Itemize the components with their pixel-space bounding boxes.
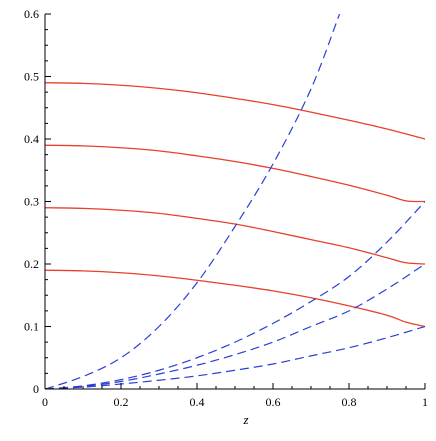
- solid-series-4: [45, 269, 425, 328]
- solid-series-3: [45, 207, 425, 265]
- y-tick-label: 0.5: [24, 70, 39, 84]
- series-layer: [45, 14, 425, 389]
- y-tick-label: 0.4: [24, 132, 39, 146]
- y-tick-label: 0: [33, 382, 39, 396]
- solid-series-2: [45, 144, 425, 203]
- x-tick-label: 1: [422, 395, 428, 409]
- x-axis-title: z: [242, 412, 248, 427]
- y-tick-label: 0.1: [24, 320, 39, 334]
- axis-layer: 0 0.2 0.4 0.6 0.8 1 0 0.1 0.2 0.3 0.4 0.5 0.6: [24, 7, 428, 409]
- x-tick-label: 0.2: [114, 395, 129, 409]
- x-tick-label: 0: [42, 395, 48, 409]
- dashed-series-4: [45, 325, 425, 389]
- x-tick-label: 0.4: [190, 395, 205, 409]
- y-tick-label: 0.6: [24, 7, 39, 21]
- y-tick-label: 0.2: [24, 257, 39, 271]
- solid-series-1: [45, 82, 425, 140]
- x-tick-label: 0.8: [342, 395, 357, 409]
- y-tick-label: 0.3: [24, 195, 39, 209]
- x-tick-label: 0.6: [266, 395, 281, 409]
- dashed-series-3: [45, 263, 425, 389]
- dashed-series-2: [45, 201, 425, 389]
- dashed-series-1: [45, 14, 341, 389]
